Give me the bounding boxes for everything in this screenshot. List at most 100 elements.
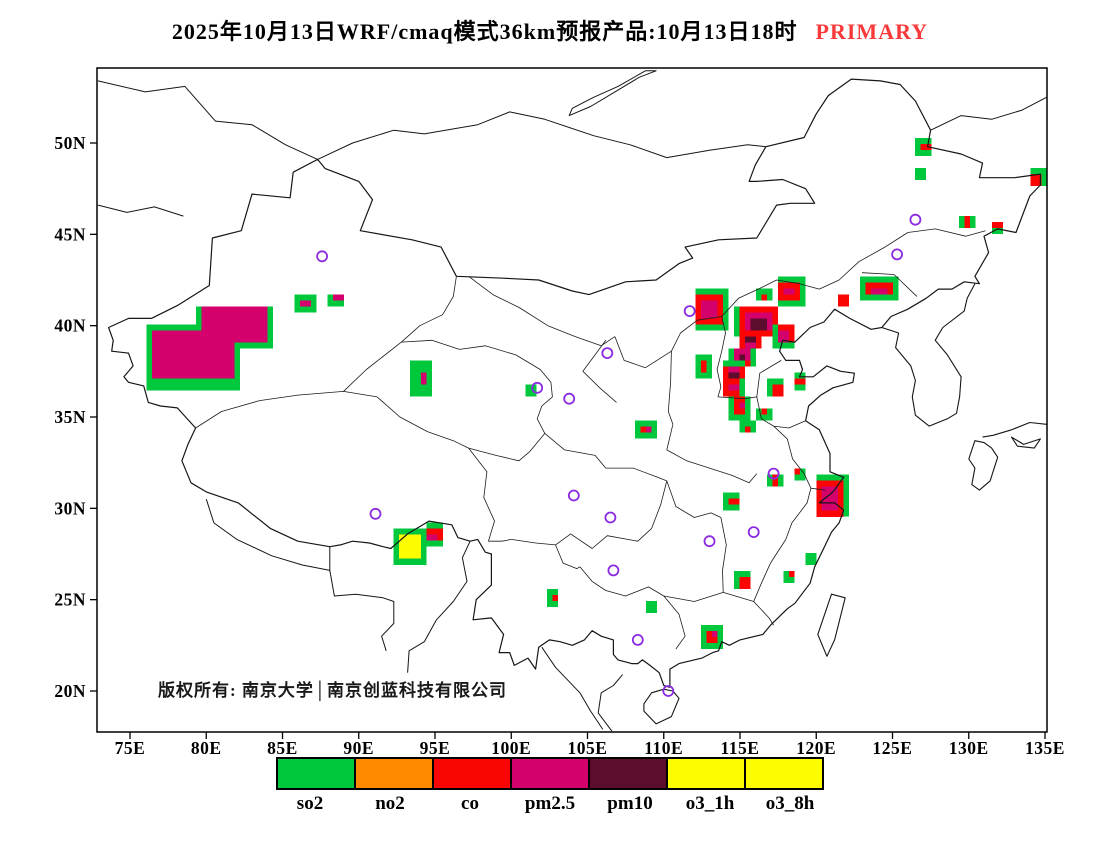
city-circle-marker [631,634,644,646]
lon-tick-label: 75E [115,738,146,758]
pollutant-patch-pm25 [733,348,751,361]
lat-tick-label: 50N [54,133,86,153]
pollutant-patch-co [728,498,740,505]
copyright-text: 版权所有: 南京大学│南京创蓝科技有限公司 [158,681,507,700]
pollutant-patch-pm25 [300,300,312,307]
province-boundary [666,480,722,518]
pollutant-patch-pm10 [744,336,756,343]
legend-label: o3_1h [685,793,735,814]
city-circle-marker [683,305,696,318]
pollutant-patch-so2 [525,384,537,397]
kyushu [968,440,999,491]
lon-tick-label: 130E [949,738,989,758]
city-circle-marker [747,526,760,538]
lon-tick-label: 105E [568,738,608,758]
legend: so2 no2 co pm2.5 pm10 o3_1h o3_8h [0,757,1100,815]
hainan [643,688,680,725]
legend-swatch-pm10 [588,757,668,790]
kazakhstan-border [97,80,318,160]
pollutant-patch-o3 [399,534,421,559]
legend-swatch-pm2.5 [510,757,590,790]
pollutant-patch-pm25 [701,300,718,319]
pollutant-patch-pm10 [728,372,740,379]
legend-label-row: so2 no2 co pm2.5 pm10 o3_1h o3_8h [270,793,830,815]
pollutant-patch-pm25 [421,372,427,385]
pollutant-patch-pm25 [426,534,438,541]
page-title: 2025年10月13日WRF/cmaq模式36km预报产品:10月13日18时 P… [0,14,1100,46]
lat-tick-label: 45N [54,224,86,244]
pollutant-patch-co [772,384,784,397]
city-circle-marker [662,685,675,697]
pollutant-patch-pm10 [739,354,745,361]
pollutant-patch-co [838,294,850,307]
pollutant-patch-co [1030,174,1042,187]
pollutant-patch-co [794,468,800,475]
pollutant-patch-pm25 [728,384,740,391]
city-circle-marker [767,467,780,480]
pollutant-patch-pm25 [783,288,795,295]
province-boundary [468,275,616,347]
city-circle-marker [607,564,620,577]
city-circle-marker [601,347,614,360]
legend-label: pm2.5 [524,793,576,814]
title-text: 2025年10月13日WRF/cmaq模式36km预报产品:10月13日18时 [171,19,798,44]
legend-label: pm10 [607,793,653,814]
province-boundary [663,592,774,626]
city-circle-marker [567,489,580,502]
lon-tick-label: 135E [1025,738,1065,758]
province-boundary [907,228,986,237]
city-circle-marker [891,248,903,261]
city-circle-marker [563,392,576,405]
lon-tick-label: 80E [191,738,222,758]
pollutant-patch-co [761,294,767,301]
province-boundary [663,595,686,650]
province-boundary [544,433,667,482]
taiwan [817,593,846,657]
lat-tick-label: 30N [54,498,86,518]
province-boundary [753,539,787,602]
pollutant-patch-co [920,144,932,151]
province-boundary [555,544,581,569]
pollutant-patch-so2 [755,288,773,301]
pollutant-patch-pm10 [750,318,767,331]
map-layers [97,70,1047,732]
pollutant-patch-so2 [646,600,658,613]
lon-tick-label: 115E [721,738,760,758]
province-boundary [861,272,918,297]
legend-swatch-no2 [354,757,434,790]
lat-tick-label: 20N [54,681,86,701]
province-boundary [756,360,782,397]
pollutant-patch-co [739,576,751,589]
city-circle-marker [604,511,617,524]
lon-tick-label: 100E [491,738,531,758]
lat-tick-label: 25N [54,590,86,610]
city-circle-marker [369,507,382,520]
india-myanmar-border [407,540,471,673]
shikoku [1010,436,1041,449]
pollutant-patch-co [701,360,707,373]
province-boundary [666,424,758,484]
honshu-coast [982,421,1047,438]
pollutant-patch-co [744,426,751,433]
legend-label: no2 [375,793,405,814]
province-boundary [773,425,826,491]
province-boundary [511,528,652,549]
city-circle-marker [531,381,544,394]
pollutant-patch-pm25 [711,630,718,637]
pollutant-patch-so2 [805,552,817,565]
province-boundary [614,232,909,369]
pollutant-patch-co [794,378,806,385]
amur-river [930,96,1047,131]
province-boundary [401,339,553,434]
province-boundary [468,433,546,462]
pollutant-patch-pm25 [646,426,652,433]
lat-tick-label: 35N [54,407,86,427]
lake-baikal [568,70,657,117]
pollutant-patch-pm25 [871,288,888,295]
legend-swatch-o3_1h [666,757,746,790]
city-circle-marker [909,213,922,226]
legend-swatch-so2 [276,757,356,790]
balkhash-shore [97,204,184,217]
pollutant-patch-so2 [915,168,927,181]
